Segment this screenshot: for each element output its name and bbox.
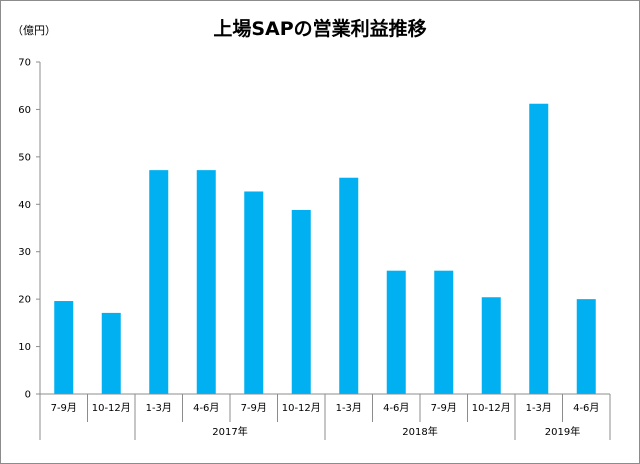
bar — [481, 297, 501, 394]
y-tick-label: 0 — [25, 390, 31, 401]
y-tick-label: 30 — [18, 247, 31, 258]
x-tick-label: 1-3月 — [146, 402, 172, 414]
y-tick-label: 50 — [18, 152, 31, 163]
year-group-label: 2018年 — [402, 425, 437, 438]
bar — [386, 270, 406, 394]
bar — [149, 170, 169, 394]
year-group-label: 2017年 — [212, 425, 247, 438]
bar — [196, 170, 216, 394]
y-tick-label: 40 — [18, 200, 31, 211]
x-tick-label: 1-3月 — [526, 402, 552, 414]
bar — [54, 301, 74, 394]
x-tick-label: 10-12月 — [472, 402, 511, 414]
bar — [244, 191, 264, 394]
bar — [576, 299, 596, 394]
x-tick-label: 10-12月 — [92, 402, 131, 414]
y-tick-label: 10 — [18, 342, 31, 353]
bar — [291, 209, 311, 394]
y-tick-label: 60 — [18, 105, 31, 116]
x-tick-label: 7-9月 — [241, 402, 267, 414]
x-tick-label: 4-6月 — [383, 402, 409, 414]
x-tick-label: 1-3月 — [336, 402, 362, 414]
y-tick-label: 20 — [18, 295, 31, 306]
bar — [434, 270, 454, 394]
x-tick-label: 4-6月 — [573, 402, 599, 414]
x-tick-label: 10-12月 — [282, 402, 321, 414]
y-tick-label: 70 — [18, 58, 31, 69]
bar — [529, 103, 549, 394]
year-group-label: 2019年 — [545, 425, 580, 438]
x-tick-label: 7-9月 — [51, 402, 77, 414]
x-tick-label: 7-9月 — [431, 402, 457, 414]
x-tick-label: 4-6月 — [193, 402, 219, 414]
y-axis-unit-label: （億円） — [12, 24, 56, 37]
bar — [339, 177, 359, 394]
bar — [101, 312, 121, 394]
chart-title: 上場SAPの営業利益推移 — [213, 18, 427, 40]
